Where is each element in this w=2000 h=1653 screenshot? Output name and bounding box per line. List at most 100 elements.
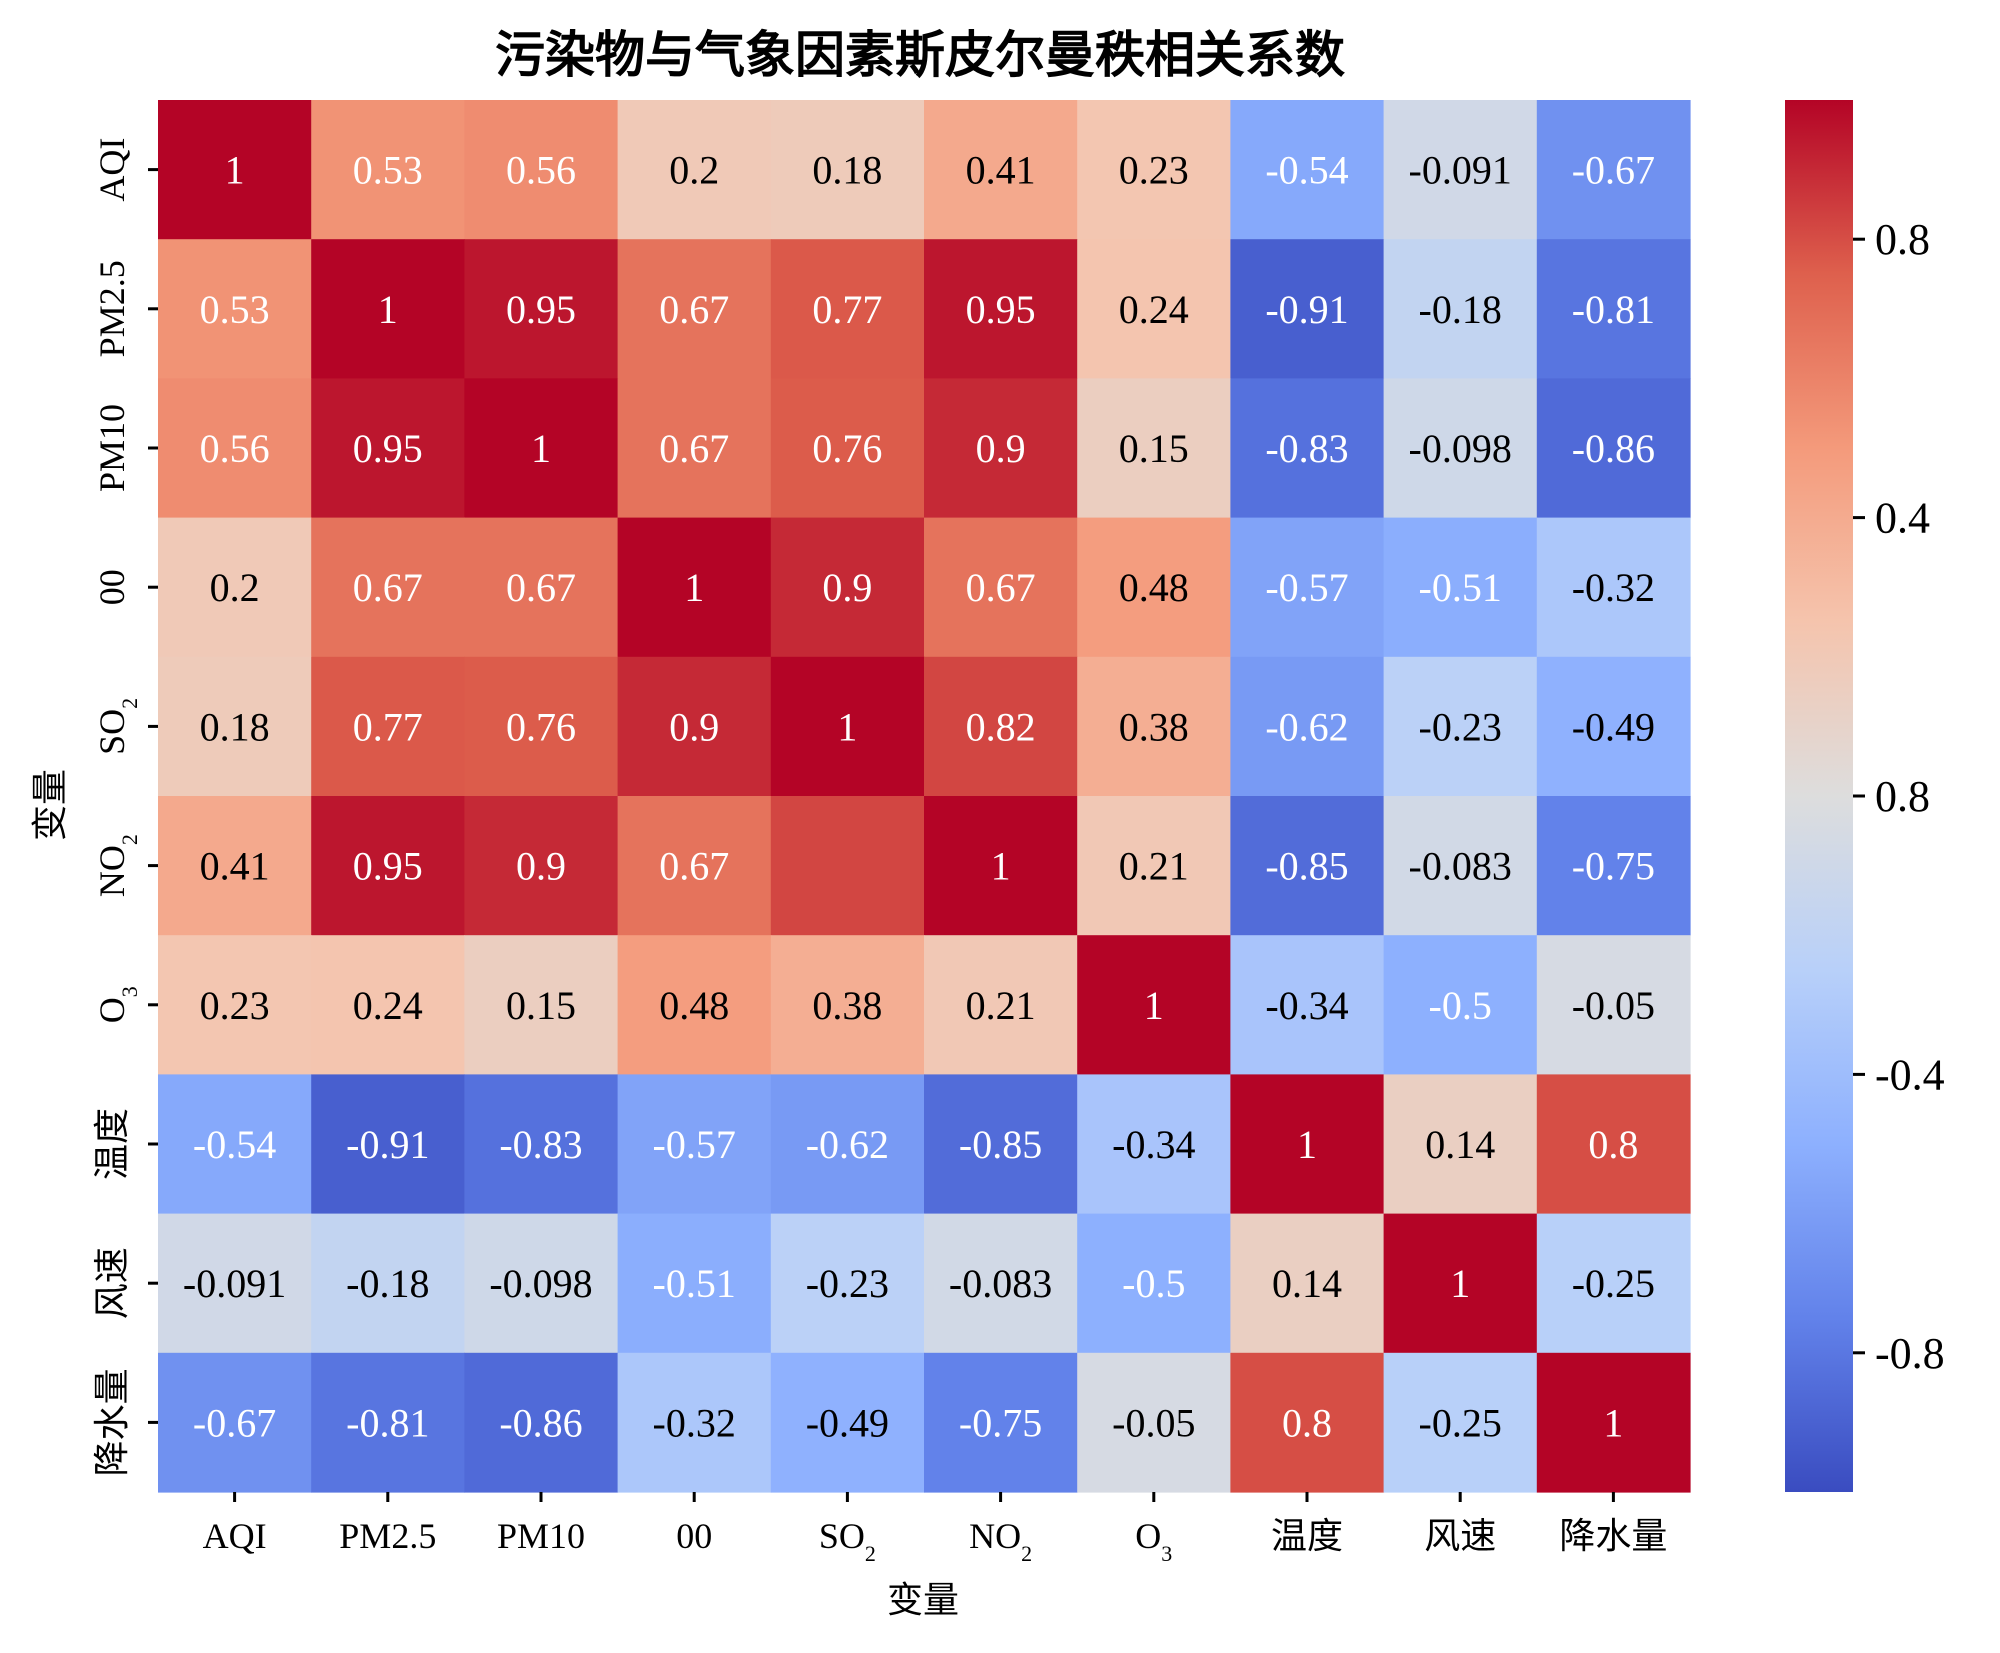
- cell-value-label: 0.14: [1272, 1261, 1342, 1306]
- heatmap-cell: [924, 239, 1078, 379]
- cell-value-label: 0.67: [659, 844, 729, 889]
- x-tick-label: 温度: [1271, 1516, 1343, 1556]
- cell-value-label: -0.62: [1265, 704, 1348, 749]
- heatmap-cell: [770, 239, 925, 379]
- cell-value-label: -0.75: [1572, 844, 1655, 889]
- heatmap-cell: [617, 796, 772, 936]
- cell-value-label: -0.5: [1429, 983, 1492, 1028]
- heatmap-cell: [1536, 1213, 1691, 1354]
- cell-value-label: 1: [1297, 1122, 1317, 1167]
- x-tick-label: SO2: [819, 1516, 876, 1566]
- heatmap-cell: [158, 239, 312, 379]
- cell-value-label: -0.54: [1265, 148, 1348, 193]
- cell-value-label: 0.8: [1282, 1400, 1332, 1445]
- y-tick-label: PM10: [92, 404, 132, 492]
- cell-value-label: 0.82: [966, 704, 1036, 749]
- heatmap-cell: [158, 656, 312, 797]
- heatmap-cell: [464, 100, 619, 240]
- heatmap-cell: [1383, 1074, 1538, 1215]
- heatmap-cell: [1077, 378, 1231, 519]
- cell-value-label: 0.24: [1119, 287, 1189, 332]
- heatmap-cell: [617, 656, 772, 797]
- heatmap-cell: [1230, 378, 1385, 519]
- cell-value-label: 0.48: [1119, 565, 1189, 610]
- heatmap-cell: [158, 100, 312, 240]
- cell-value-label: 0.18: [812, 148, 882, 193]
- cell-value-label: -0.91: [346, 1122, 429, 1167]
- heatmap-cell: [1230, 517, 1385, 658]
- x-tick-label: PM2.5: [339, 1516, 436, 1556]
- cell-value-label: -0.54: [193, 1122, 276, 1167]
- heatmap-cell: [924, 1213, 1078, 1354]
- x-tick-label: NO2: [969, 1516, 1032, 1566]
- cell-value-label: 0.41: [966, 148, 1036, 193]
- heatmap-cell: [770, 1213, 925, 1354]
- heatmap-cell: [1536, 378, 1691, 519]
- heatmap-cell: [311, 656, 465, 797]
- heatmap-cell: [1383, 1213, 1538, 1354]
- heatmap-cell: [158, 1352, 312, 1493]
- cell-value-label: 0.23: [200, 983, 270, 1028]
- heatmap-cell: [311, 378, 465, 519]
- cell-value-label: 1: [1450, 1261, 1470, 1306]
- y-tick-label: O3: [92, 986, 142, 1023]
- cell-value-label: 0.15: [1119, 426, 1189, 471]
- cell-value-label: 1: [991, 844, 1011, 889]
- heatmap-cell: [770, 935, 925, 1075]
- cell-value-label: -0.091: [1409, 148, 1512, 193]
- cell-value-label: -0.49: [806, 1400, 889, 1445]
- cell-value-label: 0.8: [1588, 1122, 1638, 1167]
- cell-value-label: 0.95: [353, 426, 423, 471]
- cell-value-label: -0.32: [653, 1400, 736, 1445]
- x-axis-title: 变量: [887, 1580, 959, 1621]
- cell-value-label: -0.67: [1572, 148, 1655, 193]
- cell-value-label: 0.18: [200, 704, 270, 749]
- heatmap-cell: [1077, 656, 1231, 797]
- heatmap-cell: [924, 796, 1078, 936]
- heatmap-cell: [770, 656, 925, 797]
- cell-value-label: 1: [531, 426, 551, 471]
- cell-value-label: 1: [378, 287, 398, 332]
- cell-value-label: -0.23: [806, 1261, 889, 1306]
- heatmap-cell: [1230, 656, 1385, 797]
- heatmap-cell: [1230, 1352, 1385, 1493]
- cell-value-label: 0.9: [976, 426, 1026, 471]
- heatmap-cell: [1230, 1213, 1385, 1354]
- colorbar-tick-label: -0.4: [1875, 1050, 1945, 1099]
- heatmap-cell: [464, 1352, 619, 1493]
- heatmap-cell: [617, 378, 772, 519]
- y-axis-title: 变量: [30, 769, 71, 841]
- heatmap-cells: 1 0.53 0.56 0.2 0.18 0.41 0.23 -0.54 -0.091 -0.67…: [158, 100, 1691, 1493]
- x-tick-label: PM10: [497, 1516, 585, 1556]
- heatmap-cell: [617, 935, 772, 1075]
- heatmap-cell: [924, 100, 1078, 240]
- cell-value-label: 0.14: [1425, 1122, 1495, 1167]
- heatmap-cell: [1383, 656, 1538, 797]
- heatmap-cell: [1077, 796, 1231, 936]
- cell-value-label: 0.23: [1119, 148, 1189, 193]
- heatmap-cell: [770, 100, 925, 240]
- heatmap-cell: [1536, 796, 1691, 936]
- heatmap-cell: [311, 239, 465, 379]
- cell-value-label: 0.77: [353, 704, 423, 749]
- cell-value-label: 0.41: [200, 844, 270, 889]
- y-tick-label: AQI: [92, 138, 132, 202]
- heatmap-cell: [1230, 100, 1385, 240]
- heatmap-cell: [924, 378, 1078, 519]
- y-tick-label: PM2.5: [92, 260, 132, 357]
- heatmap-cell: [617, 1074, 772, 1215]
- heatmap-cell: [158, 1213, 312, 1354]
- heatmap-cell: [1383, 935, 1538, 1075]
- heatmap-cell: [464, 656, 619, 797]
- cell-value-label: -0.32: [1572, 565, 1655, 610]
- cell-value-label: -0.83: [499, 1122, 582, 1167]
- y-tick-label: SO2: [92, 698, 142, 755]
- cell-value-label: -0.34: [1265, 983, 1348, 1028]
- cell-value-label: 0.38: [1119, 704, 1189, 749]
- heatmap-cell: [617, 1213, 772, 1354]
- heatmap-cell: [464, 1074, 619, 1215]
- cell-value-label: 0.2: [210, 565, 260, 610]
- cell-value-label: -0.67: [193, 1400, 276, 1445]
- colorbar-tick-label: 0.8: [1875, 215, 1930, 264]
